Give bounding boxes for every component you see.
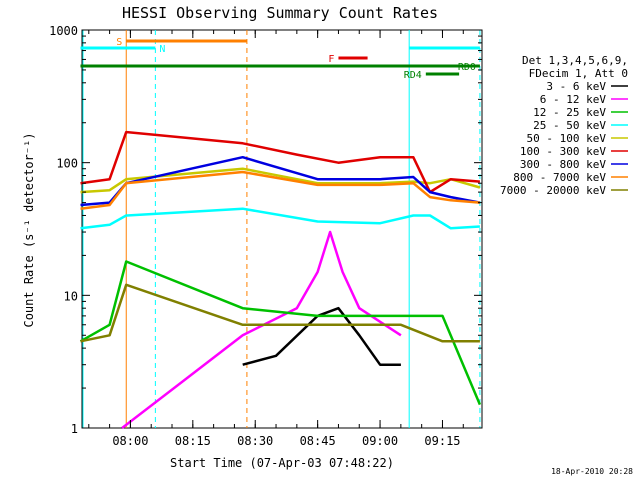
flag-label: RD4 xyxy=(404,70,422,81)
y-tick-label: 100 xyxy=(56,157,78,171)
y-tick-label: 1000 xyxy=(49,24,78,38)
x-tick-label: 08:45 xyxy=(300,434,336,448)
series-line xyxy=(80,170,480,210)
series-lines xyxy=(79,130,482,429)
x-tick-label: 08:15 xyxy=(175,434,211,448)
legend-entry-label: 7000 - 20000 keV xyxy=(500,184,606,197)
legend-entry-label: 6 - 12 keV xyxy=(540,93,607,106)
series-line xyxy=(80,167,481,194)
chart-title: HESSI Observing Summary Count Rates xyxy=(122,4,438,22)
series-line xyxy=(80,130,481,194)
legend-entry-label: 100 - 300 keV xyxy=(520,145,606,158)
legend-entry-label: 3 - 6 keV xyxy=(546,80,606,93)
x-tick-label: 08:00 xyxy=(112,434,148,448)
y-tick-label: 10 xyxy=(64,289,78,303)
series-line xyxy=(242,306,401,366)
y-tick-label: 1 xyxy=(71,422,78,436)
flag-bars: S N F RD0 RD4 xyxy=(80,37,480,81)
y-axis-label: Count Rate (s⁻¹ detector⁻¹) xyxy=(22,132,36,327)
legend-header: Det 1,3,4,5,6,9, xyxy=(522,54,628,67)
flag-label: N xyxy=(159,44,165,55)
x-tick-label: 09:15 xyxy=(424,434,460,448)
x-axis-label: Start Time (07-Apr-03 07:48:22) xyxy=(170,456,394,470)
flag-label: F xyxy=(328,54,334,65)
series-line xyxy=(79,260,482,406)
x-ticks: 08:00 08:15 08:30 08:45 09:00 09:15 xyxy=(88,30,464,448)
flag-label: S xyxy=(116,37,122,48)
vertical-markers xyxy=(82,30,481,428)
series-line xyxy=(80,207,480,230)
series-line xyxy=(80,283,480,343)
legend-entry-label: 50 - 100 keV xyxy=(527,132,607,145)
legend: Det 1,3,4,5,6,9,FDecim 1, Att 03 - 6 keV… xyxy=(500,54,628,197)
flag-label: RD0 xyxy=(458,62,476,73)
legend-entry-label: 25 - 50 keV xyxy=(533,119,606,132)
generation-timestamp: 18-Apr-2010 20:28 xyxy=(551,467,633,476)
legend-entry-label: 300 - 800 keV xyxy=(520,158,606,171)
legend-entry-label: 12 - 25 keV xyxy=(533,106,606,119)
legend-entry-label: 800 - 7000 keV xyxy=(513,171,606,184)
series-line xyxy=(121,230,402,429)
plot-frame xyxy=(81,29,483,429)
x-tick-label: 08:30 xyxy=(237,434,273,448)
y-ticks: 1 10 100 1000 xyxy=(49,24,482,436)
legend-header: FDecim 1, Att 0 xyxy=(529,67,628,80)
x-tick-label: 09:00 xyxy=(362,434,398,448)
